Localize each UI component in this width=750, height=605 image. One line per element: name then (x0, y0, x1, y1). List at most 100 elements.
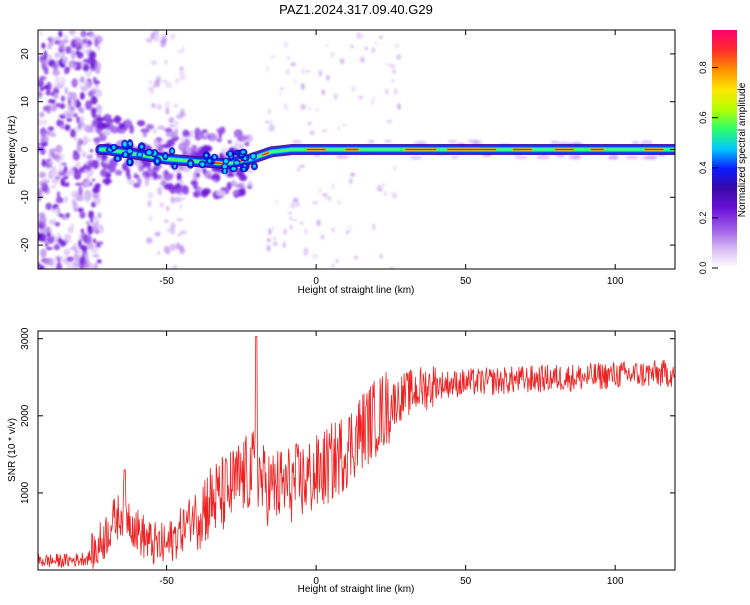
spectrogram-blob (166, 205, 170, 212)
ridge-knot-core (128, 159, 132, 165)
spectrogram-blob (58, 30, 63, 38)
snr-x-axis-label: Height of straight line (km) (298, 584, 415, 595)
spectrogram-blob (291, 140, 303, 144)
colorbar-tick-label: 0.4 (698, 162, 708, 175)
spectrogram-blob (308, 105, 312, 111)
spectrogram-blob (376, 185, 383, 192)
spectrogram-blob (60, 95, 66, 102)
spectrogram-blob (350, 44, 354, 49)
spectrogram-blob (170, 222, 176, 230)
spectrogram-blob (96, 44, 101, 51)
spectrogram-blob (55, 196, 64, 204)
spectrogram-blob (88, 50, 97, 60)
spectrogram-blob (206, 134, 211, 139)
spectrogram-blob (300, 103, 307, 111)
spectrogram-blob (71, 78, 78, 88)
spectrogram-blob (372, 223, 376, 231)
spectrogram-blob (95, 89, 103, 98)
spectrogram-blob (354, 255, 359, 260)
spectrogram-blob (47, 99, 56, 104)
spectrogram-blob (95, 219, 99, 228)
spectrogram-blob (232, 190, 239, 195)
ridge-knot-core (234, 160, 240, 165)
spectrogram-blob (266, 245, 271, 252)
spectrogram-blob (137, 120, 146, 127)
x-tick-label: -50 (159, 276, 174, 287)
spectrogram-blob (241, 134, 246, 142)
ridge-knot-core (223, 168, 226, 174)
spectrogram-blob (145, 37, 153, 43)
spectrogram-blob (371, 47, 375, 54)
spectrogram-blob (178, 203, 183, 210)
x-tick-label: 100 (607, 576, 624, 587)
spectrogram-blob (46, 232, 51, 238)
spectrogram-blob (226, 172, 235, 178)
spectrogram-blob (312, 253, 319, 259)
spectrogram-blob (164, 127, 173, 133)
ridge-knot-core (231, 166, 236, 171)
spectrogram-blob (63, 248, 71, 256)
spectrogram-blob (136, 177, 142, 186)
spectrogram-blob (77, 106, 84, 113)
spectrogram-blob (39, 111, 45, 118)
spectrogram-blob (215, 174, 221, 182)
spectrogram-blob (140, 128, 150, 133)
spectrogram-blob (133, 161, 143, 167)
spectrogram-blob (56, 191, 61, 199)
spectrogram-blob (147, 199, 152, 208)
x-tick-label: 0 (313, 576, 319, 587)
spectrogram-blob (71, 190, 79, 198)
figure-title: PAZ1.2024.317.09.40.G29 (279, 2, 433, 17)
spectrogram-blob (372, 96, 376, 101)
spectrogram-blob (51, 178, 60, 184)
spectrogram-blob (145, 124, 155, 130)
spectrogram-blob (80, 30, 87, 38)
spectrogram-blob (90, 107, 98, 115)
spectrogram-blob (287, 56, 290, 61)
spectrogram-blob (174, 78, 180, 85)
spectrogram-blob (53, 243, 60, 251)
spectrogram-blob (156, 103, 163, 111)
spectrogram-blob (163, 183, 172, 190)
spectrogram-blob (385, 62, 391, 67)
ridge-knot-core (213, 155, 216, 160)
spectrogram-blob (118, 122, 124, 130)
spectrogram-blob (162, 125, 166, 132)
snr-y-ticks: 1000 2000 3000 (20, 327, 675, 504)
spectrogram-blob (379, 253, 384, 259)
x-tick-label: 50 (460, 576, 472, 587)
spectrogram-blob (100, 169, 108, 178)
spectrogram-blob (115, 169, 123, 176)
y-tick-label: 2000 (20, 404, 31, 427)
ridge-knot-core (242, 167, 246, 171)
spectrogram-blob (42, 258, 51, 265)
spectrogram-blob (151, 103, 156, 108)
spectrogram-blob (170, 33, 176, 40)
spectrogram-blob (296, 167, 301, 172)
spectrogram-blob (66, 94, 71, 101)
spectrogram-blob (43, 50, 48, 61)
spectrogram-blob (85, 235, 93, 244)
spectrogram-blob (164, 101, 170, 109)
spectrogram-blob (271, 225, 275, 231)
spectrogram-blob (334, 93, 338, 101)
spectrogram-blob (166, 248, 171, 255)
spectrogram-blob (69, 246, 77, 251)
spectrogram-blob (62, 56, 68, 65)
spectrogram-blob (41, 159, 46, 168)
spectrogram-blob (393, 88, 398, 96)
spectrogram-blob (75, 50, 79, 55)
spectrogram-blob (85, 44, 92, 48)
spectrogram-blob (65, 46, 72, 54)
spectrogram-blob (330, 263, 335, 268)
spectrogram-blob (181, 136, 185, 142)
spectrogram-blob (42, 58, 48, 67)
spectrogram-blob (74, 182, 83, 186)
spectrogram-blob (97, 212, 102, 219)
spectrogram-blob (348, 178, 353, 185)
spectrogram-blob (289, 215, 293, 221)
spectrogram-blob (71, 50, 76, 60)
spectrogram-blob (85, 253, 89, 264)
spectrogram-blob (299, 164, 306, 168)
spectrogram-blob (96, 117, 106, 122)
